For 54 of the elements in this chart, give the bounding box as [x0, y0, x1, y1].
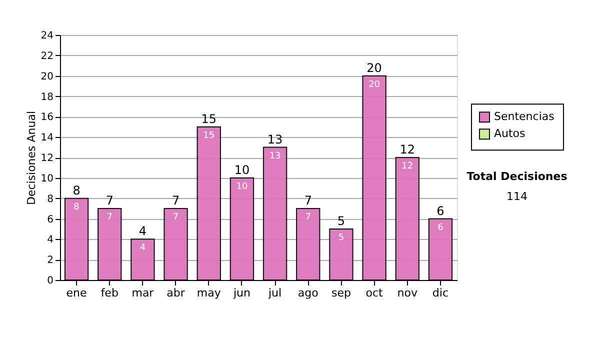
legend-label: Sentencias: [494, 110, 555, 124]
y-tick-label: 10: [40, 173, 54, 184]
y-tick-label: 22: [40, 50, 54, 62]
y-tick-label: 12: [40, 153, 54, 164]
total-label: 12: [400, 142, 416, 156]
data-label: 12: [402, 162, 414, 172]
data-label: 8: [74, 202, 80, 212]
x-tick-label: dic: [432, 286, 449, 300]
y-tick-label: 18: [40, 92, 54, 103]
x-tick-label: ene: [66, 286, 88, 300]
data-label: 5: [338, 232, 344, 243]
data-label: 7: [172, 212, 179, 223]
data-label: 7: [106, 212, 112, 223]
x-tick-label: sep: [331, 286, 351, 300]
data-label: 20: [368, 80, 380, 90]
y-tick-label: 16: [40, 112, 54, 124]
y-tick-label: 20: [40, 71, 54, 82]
x-tick-label: jun: [232, 286, 250, 300]
total-label: 10: [234, 162, 250, 177]
x-tick-label: feb: [100, 286, 118, 300]
data-label: 4: [140, 243, 146, 254]
total-label: 7: [106, 194, 114, 208]
x-tick-label: abr: [166, 286, 186, 300]
x-tick-label: mar: [132, 286, 154, 300]
total-label: 8: [72, 183, 80, 198]
text: 114: [506, 190, 528, 204]
total-label: 13: [267, 132, 283, 146]
y-tick-label: 0: [47, 276, 54, 286]
y-tick-label: 14: [40, 132, 54, 144]
x-tick-label: jul: [267, 286, 282, 300]
data-label: 6: [438, 222, 444, 233]
y-tick-label: 6: [47, 214, 54, 226]
data-label: 7: [305, 212, 311, 223]
data-label: 10: [236, 182, 248, 192]
total-label: 6: [436, 204, 444, 218]
total-label: 7: [304, 194, 312, 208]
total-label: 4: [138, 224, 147, 238]
total-label: 20: [366, 60, 382, 75]
x-tick-label: nov: [397, 286, 418, 300]
data-label: 13: [269, 151, 281, 162]
text: Total Decisiones: [466, 170, 568, 184]
total-label: 5: [337, 214, 346, 228]
y-axis-title: Decisiones Anual: [24, 110, 38, 206]
y-tick-label: 8: [47, 194, 54, 205]
x-tick-label: ago: [298, 286, 319, 300]
x-tick-label: may: [196, 286, 222, 300]
data-label: 15: [203, 130, 215, 141]
total-label: 15: [201, 112, 217, 126]
y-tick-label: 4: [47, 234, 54, 246]
total-label: 7: [172, 194, 180, 208]
y-tick-label: 24: [40, 30, 54, 42]
x-tick-label: oct: [366, 286, 384, 300]
legend-label: Autos: [494, 127, 526, 140]
y-tick-label: 2: [47, 255, 54, 266]
